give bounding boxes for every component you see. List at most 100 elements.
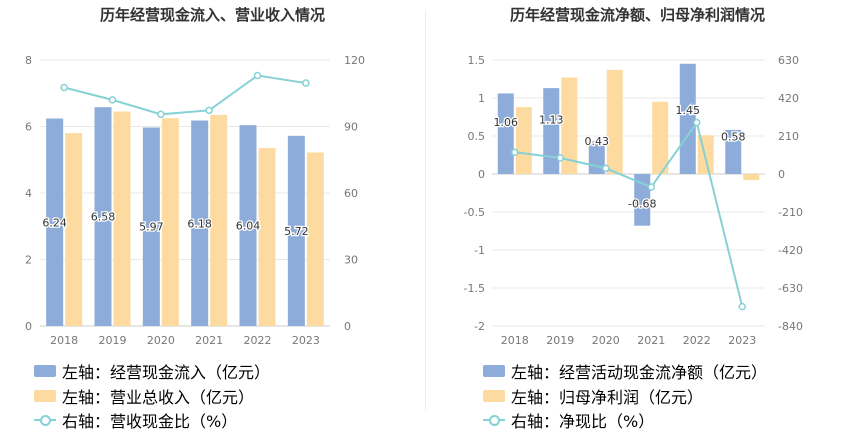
legend-swatch-bar (34, 390, 56, 402)
chart-panel-net-cash: 历年经营现金流净额、归母净利润情况 -2 -1.5 -1 -0.5 0 0.5 1 1.5 -8… (425, 0, 850, 437)
data-label: 0.43 (585, 135, 610, 148)
bar (46, 118, 64, 327)
line-point (205, 106, 213, 115)
line-point (302, 79, 310, 87)
bar (287, 135, 305, 326)
bar (725, 129, 742, 174)
y-right-tick-label: 60 (344, 187, 358, 200)
x-tick-label: 2021 (637, 334, 665, 347)
y-left-tick-label: 1 (478, 92, 485, 105)
y-right-tick-label: 630 (778, 54, 799, 67)
x-tick-label: 2019 (546, 334, 574, 347)
bar (258, 148, 276, 326)
chart-svg: 0 2 4 6 8 0 30 60 90 120 2018 2019 2020 2021 2022 2023 6… (25, 54, 365, 347)
legend-item[interactable]: 左轴：营业总收入（亿元） (34, 384, 254, 408)
legend-swatch-bar (483, 365, 505, 377)
y-right-tick-label: -210 (778, 206, 803, 219)
line-point (157, 110, 165, 119)
bar (543, 88, 560, 174)
y-left-tick-label: 4 (25, 187, 32, 200)
legend-swatch-bar (483, 390, 505, 402)
legend-swatch-line (483, 414, 505, 426)
x-tick-label: 2018 (50, 334, 78, 347)
y-left-tick-label: 2 (25, 254, 32, 267)
legend-label: 左轴：营业总收入（亿元） (62, 388, 255, 407)
y-left-tick-label: -0.5 (464, 206, 485, 219)
x-tick-label: 2021 (195, 334, 223, 347)
legend-label: 左轴：归母净利润（亿元） (511, 388, 704, 407)
bar (561, 77, 578, 174)
line-point (647, 183, 655, 191)
legend-item[interactable]: 左轴：归母净利润（亿元） (483, 384, 703, 408)
y-right-tick-label: -840 (778, 320, 803, 333)
legend-item[interactable]: 右轴：净现比（%） (483, 408, 654, 432)
y-right-tick-label: 0 (778, 168, 785, 181)
y-left-tick-label: 6 (25, 121, 32, 134)
data-label: 1.13 (539, 114, 564, 127)
data-label: 1.06 (494, 116, 519, 129)
bar (191, 120, 209, 326)
y-right-tick-label: 30 (344, 254, 358, 267)
y-right-tick-label: -420 (778, 244, 803, 257)
series-line (63, 74, 306, 116)
y-left-tick-label: 0 (25, 320, 32, 333)
chart-panel-cash-inflow: 历年经营现金流入、营业收入情况 0 2 4 6 8 0 30 60 90 120 2018 2019 2… (25, 6, 425, 432)
line-point (602, 164, 610, 173)
bar (679, 63, 696, 174)
legend-row-2: 左轴：营业总收入（亿元） 右轴：营收现金比（%） (34, 384, 425, 432)
line-point (253, 71, 262, 80)
legend-label: 左轴：经营活动现金流净额（亿元） (511, 363, 768, 382)
bar (239, 125, 257, 326)
bar (142, 127, 160, 326)
y-left-tick-label: 0.5 (468, 130, 486, 143)
bar (497, 93, 514, 174)
x-tick-label: 2023 (728, 334, 756, 347)
legend-label: 左轴：经营现金流入（亿元） (62, 363, 271, 382)
line-point (556, 154, 564, 162)
y-right-tick-label: 120 (344, 54, 365, 67)
bar (94, 107, 112, 326)
x-tick-label: 2020 (592, 334, 620, 347)
legend-label: 右轴：营收现金比（%） (62, 412, 238, 431)
legend-swatch-line (34, 414, 56, 426)
legend-swatch-bar (34, 365, 56, 377)
y-left-tick-label: -1 (474, 244, 485, 257)
data-label: 6.24 (42, 216, 67, 229)
legend-item[interactable]: 右轴：营收现金比（%） (34, 408, 237, 432)
x-tick-label: 2020 (147, 334, 175, 347)
line-point (738, 302, 746, 311)
y-left-tick-label: -1.5 (464, 282, 485, 295)
bar (65, 133, 83, 326)
x-tick-label: 2022 (683, 334, 711, 347)
data-label: 0.58 (721, 130, 746, 143)
bar (161, 118, 179, 326)
line-point (693, 118, 701, 127)
bar (697, 135, 714, 174)
bar (606, 69, 623, 174)
line-point (60, 83, 68, 92)
x-tick-label: 2022 (244, 334, 272, 347)
panel-divider (425, 10, 426, 410)
data-label: 1.45 (676, 104, 701, 117)
series-line (514, 120, 744, 307)
chart-title: 历年经营现金流净额、归母净利润情况 (509, 6, 765, 24)
line-point (108, 96, 117, 104)
y-right-tick-label: 420 (778, 92, 799, 105)
y-right-tick-label: 90 (344, 121, 358, 134)
legend-row-1: 左轴：经营现金流入（亿元） (34, 359, 284, 383)
legend-row-2: 左轴：归母净利润（亿元） 右轴：净现比（%） (483, 384, 850, 432)
line-point (511, 148, 519, 157)
y-left-tick-label: 0 (478, 168, 485, 181)
x-tick-label: 2019 (99, 334, 127, 347)
legend-item[interactable]: 左轴：经营现金流入（亿元） (34, 359, 270, 383)
y-right-tick-label: -630 (778, 282, 803, 295)
legend-item[interactable]: 左轴：经营活动现金流净额（亿元） (483, 359, 767, 383)
bar (652, 101, 669, 174)
x-tick-label: 2023 (292, 334, 320, 347)
bar (210, 114, 228, 326)
chart-svg: -2 -1.5 -1 -0.5 0 0.5 1 1.5 -840 -630 -420 -210 0 210… (464, 54, 803, 347)
data-label: 5.72 (284, 225, 309, 238)
data-label: 5.97 (139, 221, 164, 234)
y-left-tick-label: -2 (474, 320, 485, 333)
y-left-tick-label: 1.5 (468, 54, 486, 67)
